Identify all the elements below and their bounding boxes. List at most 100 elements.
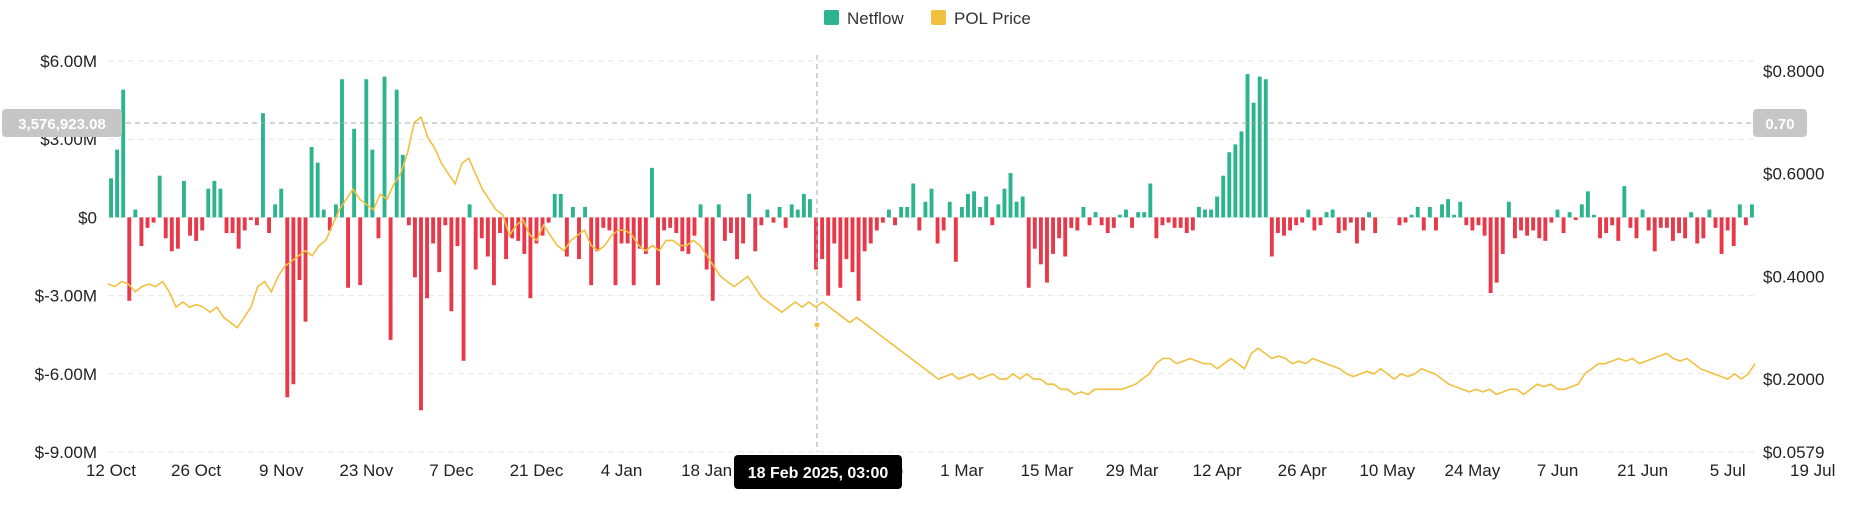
netflow-bar[interactable] <box>947 201 952 218</box>
netflow-bar[interactable] <box>1318 217 1323 226</box>
netflow-bar[interactable] <box>376 217 381 239</box>
netflow-bar[interactable] <box>285 217 290 398</box>
netflow-bar[interactable] <box>583 206 588 218</box>
netflow-bar[interactable] <box>789 204 794 218</box>
netflow-bar[interactable] <box>1664 217 1669 228</box>
netflow-bar[interactable] <box>844 217 849 260</box>
netflow-bar[interactable] <box>485 217 490 257</box>
netflow-bar[interactable] <box>1002 188 1007 218</box>
netflow-bar[interactable] <box>1275 217 1280 234</box>
netflow-bar[interactable] <box>1099 217 1104 226</box>
netflow-bar[interactable] <box>133 209 138 218</box>
netflow-bar[interactable] <box>1731 217 1736 247</box>
netflow-bar[interactable] <box>820 217 825 260</box>
netflow-bar[interactable] <box>808 199 812 218</box>
netflow-bar[interactable] <box>309 147 314 218</box>
netflow-bar[interactable] <box>279 188 284 218</box>
netflow-bar[interactable] <box>1251 102 1256 218</box>
netflow-bar[interactable] <box>1063 217 1068 257</box>
netflow-bar[interactable] <box>1677 217 1681 234</box>
netflow-bar[interactable] <box>1671 217 1675 241</box>
netflow-bar[interactable] <box>400 154 405 218</box>
netflow-bar[interactable] <box>1154 217 1159 239</box>
netflow-bar[interactable] <box>777 206 782 218</box>
legend[interactable]: Netflow POL Price <box>824 9 1031 28</box>
netflow-bar[interactable] <box>990 217 995 226</box>
netflow-bar[interactable] <box>1142 212 1147 218</box>
netflow-bar[interactable] <box>1525 217 1530 236</box>
netflow-bar[interactable] <box>425 217 430 299</box>
netflow-bar[interactable] <box>692 217 697 236</box>
netflow-bar[interactable] <box>1695 217 1700 244</box>
netflow-bar[interactable] <box>1245 74 1250 218</box>
netflow-bar[interactable] <box>1446 199 1451 218</box>
netflow-bar[interactable] <box>893 217 897 226</box>
netflow-bar[interactable] <box>431 217 436 244</box>
netflow-bar[interactable] <box>1269 217 1274 257</box>
netflow-bar[interactable] <box>1184 217 1189 234</box>
netflow-bar[interactable] <box>1233 144 1238 218</box>
netflow-bar[interactable] <box>935 217 940 244</box>
netflow-bar[interactable] <box>1221 175 1226 218</box>
netflow-bar[interactable] <box>1440 204 1444 218</box>
netflow-bar[interactable] <box>115 149 120 218</box>
netflow-bar[interactable] <box>212 180 217 218</box>
netflow-bar[interactable] <box>194 217 199 241</box>
netflow-bar[interactable] <box>1646 217 1651 231</box>
netflow-bar[interactable] <box>1008 173 1013 218</box>
netflow-bar[interactable] <box>394 89 399 218</box>
netflow-bar[interactable] <box>200 217 205 231</box>
netflow-bar[interactable] <box>510 217 515 239</box>
netflow-bar[interactable] <box>917 217 922 231</box>
netflow-bar[interactable] <box>1361 217 1365 231</box>
netflow-bar[interactable] <box>1203 209 1207 218</box>
legend-price-label[interactable]: POL Price <box>954 9 1031 28</box>
netflow-bar[interactable] <box>1750 204 1754 218</box>
netflow-bar[interactable] <box>795 209 800 218</box>
netflow-bar[interactable] <box>412 217 417 278</box>
netflow-bar[interactable] <box>230 217 235 234</box>
netflow-bar[interactable] <box>297 217 302 280</box>
netflow-bar[interactable] <box>729 217 733 234</box>
netflow-bar[interactable] <box>1026 217 1031 288</box>
netflow-bar[interactable] <box>242 217 247 231</box>
netflow-bar[interactable] <box>498 217 502 234</box>
netflow-bar[interactable] <box>139 217 144 247</box>
netflow-bar[interactable] <box>1725 217 1730 231</box>
netflow-bar[interactable] <box>966 193 970 218</box>
netflow-bar[interactable] <box>1172 217 1177 228</box>
netflow-bar[interactable] <box>874 217 879 231</box>
netflow-bar[interactable] <box>455 217 460 247</box>
netflow-bar[interactable] <box>1348 217 1353 223</box>
netflow-bar[interactable] <box>1227 152 1232 218</box>
netflow-bar[interactable] <box>121 89 126 218</box>
netflow-bar[interactable] <box>534 217 539 244</box>
netflow-bar[interactable] <box>589 217 594 286</box>
netflow-bar[interactable] <box>346 217 351 288</box>
netflow-bar[interactable] <box>710 217 715 301</box>
netflow-bar[interactable] <box>826 217 831 296</box>
netflow-bar[interactable] <box>1051 217 1055 254</box>
netflow-bar[interactable] <box>327 217 332 231</box>
netflow-bar[interactable] <box>127 217 132 301</box>
netflow-bar[interactable] <box>1537 217 1542 239</box>
netflow-bar[interactable] <box>686 217 691 254</box>
netflow-bar[interactable] <box>929 188 934 218</box>
netflow-bar[interactable] <box>753 217 758 252</box>
netflow-bar[interactable] <box>1585 191 1590 218</box>
netflow-bar[interactable] <box>1136 212 1141 218</box>
netflow-bar[interactable] <box>1093 212 1098 218</box>
netflow-bar[interactable] <box>1354 217 1359 244</box>
netflow-bar[interactable] <box>838 217 843 288</box>
netflow-bar[interactable] <box>443 217 448 226</box>
netflow-bar[interactable] <box>1130 217 1134 228</box>
netflow-bar[interactable] <box>1196 206 1201 218</box>
netflow-bar[interactable] <box>1622 186 1627 218</box>
netflow-bar[interactable] <box>783 217 788 228</box>
netflow-bar[interactable] <box>1713 217 1718 228</box>
netflow-bar[interactable] <box>1506 201 1511 218</box>
netflow-bar[interactable] <box>546 217 551 223</box>
netflow-bar[interactable] <box>552 193 557 218</box>
netflow-bar[interactable] <box>905 206 910 218</box>
netflow-bar[interactable] <box>953 217 958 262</box>
